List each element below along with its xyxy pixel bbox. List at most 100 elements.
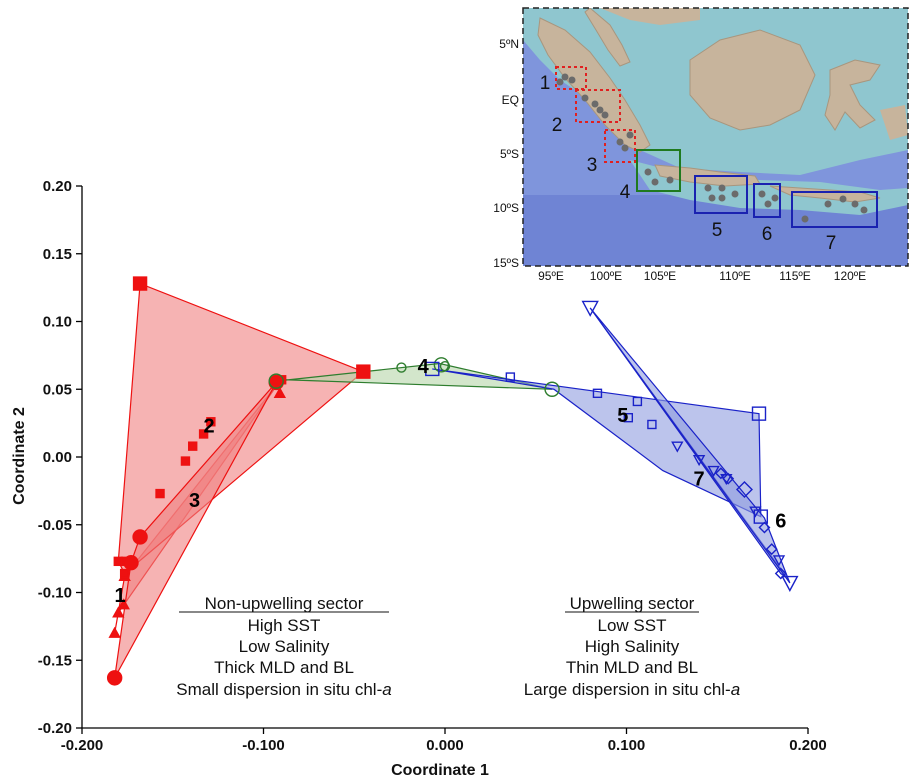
station-dot — [666, 176, 674, 184]
station-dot — [601, 111, 609, 119]
convex-hulls — [114, 282, 791, 679]
upwelling-line-4-italic: a — [731, 680, 740, 699]
map-region-label-2: 2 — [552, 115, 563, 136]
x-axis-title: Coordinate 1 — [391, 762, 489, 779]
inset-map: 1 2 3 4 5 6 7 5ºN EQ 5ºS 10ºS 15ºS 95ºE … — [470, 0, 910, 286]
x-tick-label: 0.100 — [608, 737, 646, 754]
point-group-4 — [433, 357, 450, 373]
region-box-1 — [555, 66, 587, 90]
y-tick-label: 0.15 — [43, 246, 72, 263]
point-group-4 — [544, 381, 560, 397]
y-axis-title: Coordinate 2 — [11, 407, 28, 505]
station-dot — [591, 100, 599, 108]
station-dot — [581, 94, 589, 102]
point-group-5 — [592, 388, 603, 399]
station-dot — [651, 178, 659, 186]
map-mainland-north — [600, 8, 700, 25]
upwelling-line-2: High Salinity — [585, 637, 680, 656]
point-group-5 — [623, 413, 634, 423]
station-dot — [704, 184, 712, 192]
point-group-4 — [439, 361, 451, 372]
point-group-1 — [273, 386, 287, 399]
map-region-label-7: 7 — [826, 233, 837, 254]
axis-ticks: -0.200 -0.100 0.000 0.100 0.200 0.20 0.15 0.10 0… — [38, 178, 827, 754]
data-points — [106, 276, 799, 686]
y-tick-label: 0.20 — [43, 178, 72, 195]
point-group-3 — [106, 670, 123, 686]
group-label-6: 6 — [775, 510, 786, 532]
upwelling-line-4-main: Large dispersion in situ chl- — [524, 680, 731, 699]
group-label-7: 7 — [694, 468, 705, 490]
point-group-3 — [132, 529, 148, 545]
map-lon-label-110e: 110ºE — [719, 269, 751, 283]
station-dot — [556, 78, 564, 86]
map-nusa-tenggara — [769, 185, 881, 203]
map-lat-label-10s: 10ºS — [493, 201, 519, 215]
map-shelf-area — [630, 160, 908, 215]
point-group-6 — [714, 467, 727, 480]
region-box-2 — [575, 89, 621, 123]
upwelling-line-3: Thin MLD and BL — [566, 658, 698, 677]
y-tick-label: 0.05 — [43, 381, 72, 398]
group-label-5: 5 — [617, 405, 628, 427]
station-dot — [839, 195, 847, 203]
x-tick-label: -0.100 — [242, 737, 285, 754]
point-group-7 — [749, 506, 762, 518]
map-lat-label-eq: EQ — [502, 93, 519, 107]
station-dot — [718, 194, 726, 202]
point-group-5 — [425, 361, 440, 377]
map-sulawesi — [824, 59, 881, 131]
group-label-3: 3 — [189, 490, 200, 512]
point-group-3 — [123, 554, 139, 571]
map-border — [522, 7, 909, 267]
map-region-label-4: 4 — [620, 182, 631, 203]
x-tick-label: 0.000 — [426, 737, 464, 754]
point-group-7 — [772, 555, 786, 567]
point-group-2 — [119, 568, 130, 579]
hull-group-5 — [432, 368, 762, 518]
map-lon-label-100e: 100ºE — [590, 269, 622, 283]
point-group-5 — [505, 372, 516, 382]
point-group-7 — [692, 455, 706, 467]
station-dot — [718, 184, 726, 192]
station-dot — [851, 200, 859, 208]
map-lon-label-115e: 115ºE — [779, 269, 811, 283]
station-dot — [708, 194, 716, 202]
point-group-1 — [112, 606, 125, 618]
x-tick-label: -0.200 — [61, 737, 104, 754]
region-box-6 — [753, 183, 781, 218]
upwelling-title: Upwelling sector — [570, 594, 695, 613]
y-tick-label: -0.15 — [38, 652, 72, 669]
non-upwelling-title: Non-upwelling sector — [205, 594, 364, 613]
point-group-2 — [180, 456, 191, 466]
y-tick-label: -0.05 — [38, 517, 72, 534]
region-box-5 — [694, 175, 748, 214]
region-box-7 — [791, 191, 878, 228]
y-tick-label: 0.00 — [43, 449, 72, 466]
point-group-6 — [774, 567, 787, 580]
point-group-6 — [735, 481, 753, 499]
station-dot — [764, 200, 772, 208]
point-group-2 — [198, 429, 209, 439]
point-group-6 — [758, 521, 771, 534]
map-lat-label-5s: 5ºS — [500, 147, 519, 161]
station-dot — [860, 206, 868, 214]
point-group-4 — [396, 362, 407, 373]
point-group-5 — [751, 406, 767, 421]
map-sumatra — [537, 17, 651, 153]
station-dot — [561, 73, 569, 81]
station-dot — [644, 168, 652, 176]
point-group-5 — [632, 396, 643, 407]
point-group-6 — [765, 543, 778, 556]
point-group-5 — [647, 419, 657, 430]
y-tick-label: 0.10 — [43, 314, 72, 331]
non-upwelling-line-3: Thick MLD and BL — [214, 658, 354, 677]
station-dot — [731, 190, 739, 198]
point-group-4 — [268, 373, 284, 389]
group-label-4: 4 — [418, 356, 430, 378]
point-group-1 — [108, 626, 121, 638]
point-group-2 — [206, 417, 216, 427]
point-group-3 — [268, 374, 284, 391]
point-group-7 — [581, 300, 599, 317]
station-dot — [596, 106, 604, 114]
